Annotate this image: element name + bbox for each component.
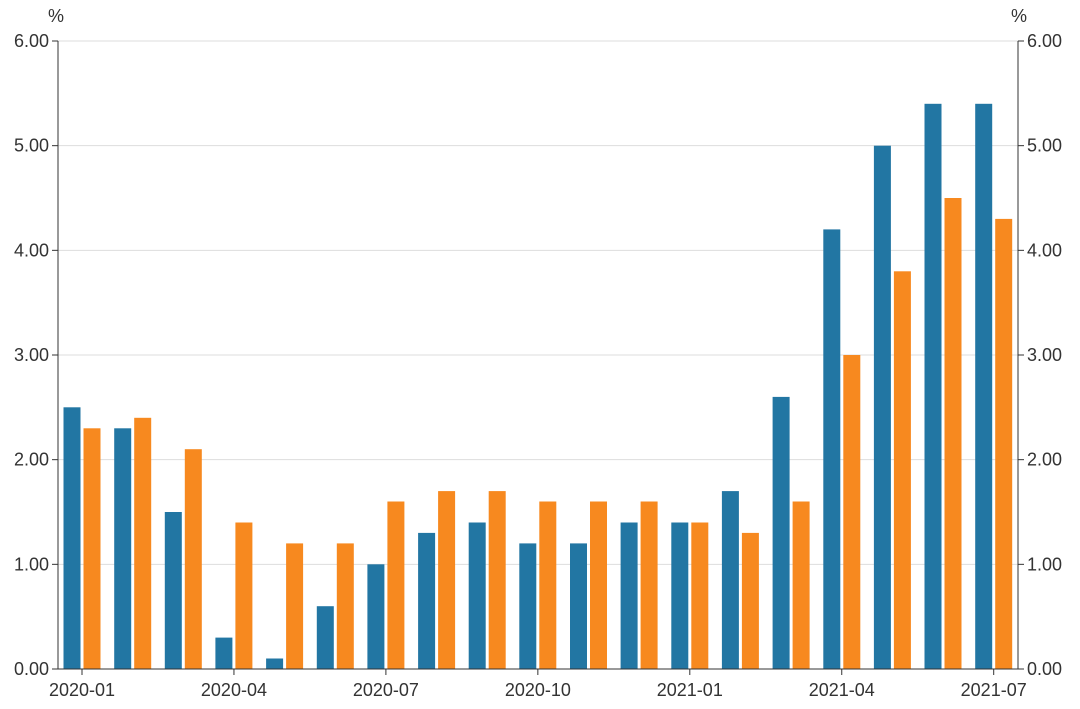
x-tick-label: 2020-01 [49, 680, 115, 700]
bar-series-1 [570, 543, 587, 669]
right-y-tick-label: 5.00 [1027, 136, 1062, 156]
bar-series-2 [235, 522, 253, 669]
x-tick-label: 2021-01 [657, 680, 723, 700]
bar-series-2 [640, 501, 658, 669]
bar-series-1 [468, 522, 486, 669]
bar-series-1 [63, 407, 81, 669]
left-y-tick-label: 0.00 [14, 659, 49, 679]
bar-series-2 [995, 218, 1013, 669]
left-y-tick-label: 1.00 [14, 554, 49, 574]
bar-series-2 [438, 491, 456, 669]
bar-series-1 [975, 103, 993, 670]
bar-series-2 [134, 417, 152, 669]
left-unit-label: % [48, 6, 64, 26]
bar-series-1 [418, 532, 436, 669]
bar-series-1 [620, 522, 638, 669]
left-y-tick-label: 4.00 [14, 240, 49, 260]
bar-series-1 [721, 491, 739, 669]
bar-series-2 [184, 449, 202, 669]
bar-series-2 [488, 491, 506, 669]
x-tick-label: 2020-10 [505, 680, 571, 700]
bar-series-1 [772, 396, 790, 669]
bar-series-1 [367, 564, 385, 669]
bar-series-2 [590, 501, 607, 669]
right-y-tick-label: 6.00 [1027, 31, 1062, 51]
bar-series-1 [671, 522, 689, 669]
left-y-tick-label: 3.00 [14, 345, 49, 365]
bars [63, 103, 1013, 670]
bar-series-2 [286, 543, 304, 669]
bar-series-1 [114, 428, 132, 669]
bar-series-2 [741, 532, 759, 669]
axes [52, 40, 1024, 675]
left-y-tick-label: 6.00 [14, 31, 49, 51]
right-y-tick-label: 1.00 [1027, 554, 1062, 574]
tick-labels: 0.00 0.00 1.00 1.00 2.00 2.00 3.00 3.00 4.00 4.00… [14, 31, 1062, 700]
bar-series-2 [83, 428, 101, 669]
bar-series-1 [519, 543, 537, 669]
x-tick-label: 2021-04 [809, 680, 875, 700]
bar-series-2 [944, 198, 962, 669]
bar-series-2 [387, 501, 405, 669]
bar-series-2 [336, 543, 354, 669]
x-tick-label: 2020-07 [353, 680, 419, 700]
right-y-tick-label: 2.00 [1027, 450, 1062, 470]
left-y-tick-label: 5.00 [14, 136, 49, 156]
bar-series-1 [316, 606, 334, 669]
right-unit-label: % [1011, 6, 1027, 26]
right-y-tick-label: 0.00 [1027, 659, 1062, 679]
x-tick-label: 2021-07 [961, 680, 1027, 700]
right-y-tick-label: 3.00 [1027, 345, 1062, 365]
bar-series-2 [893, 271, 911, 669]
bar-series-1 [873, 145, 891, 669]
bar-series-1 [924, 103, 942, 670]
bar-series-1 [215, 637, 233, 669]
bar-series-2 [691, 522, 709, 669]
x-tick-label: 2020-04 [201, 680, 267, 700]
bar-series-1 [823, 229, 841, 669]
bar-series-2 [792, 501, 810, 669]
right-y-tick-label: 4.00 [1027, 240, 1062, 260]
left-y-tick-label: 2.00 [14, 450, 49, 470]
bar-series-1 [164, 512, 182, 669]
bar-series-2 [843, 355, 861, 669]
bar-series-1 [266, 658, 284, 669]
bar-series-2 [539, 501, 557, 669]
